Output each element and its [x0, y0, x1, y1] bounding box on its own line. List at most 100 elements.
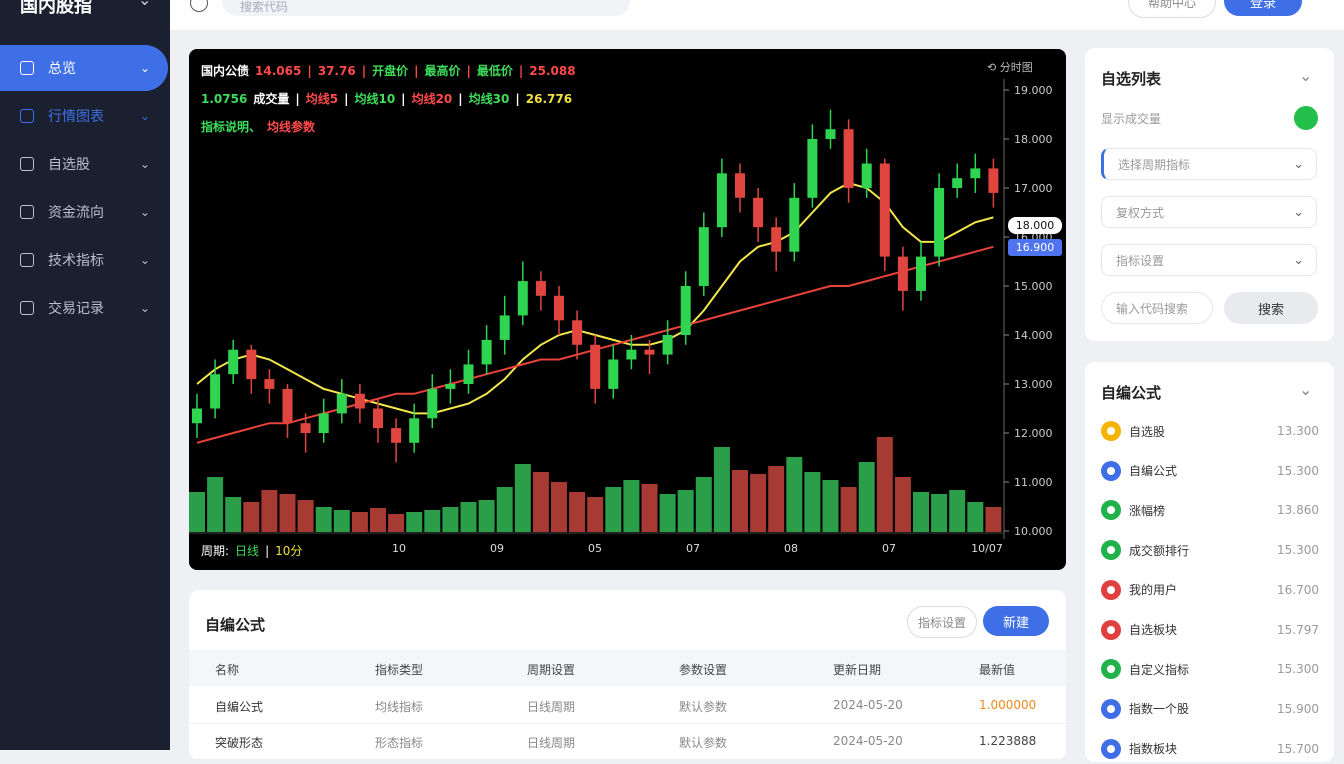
list-item[interactable]: 自选板块 15.797 — [1101, 615, 1319, 645]
nav-label: 交易记录 — [48, 301, 104, 317]
placeholder: 输入代码搜索 — [1116, 301, 1189, 316]
legend-text: | — [458, 92, 462, 106]
item-value: 13.860 — [1277, 503, 1319, 518]
y-tick-label: 19.000 — [1014, 84, 1053, 97]
volume-bar — [370, 508, 386, 532]
table-cell: 2024-05-20 — [833, 734, 903, 748]
item-icon — [1101, 460, 1121, 481]
select-label: 复权方式 — [1116, 205, 1165, 220]
table-cell: 1.223888 — [979, 734, 1037, 748]
search-input[interactable]: 输入代码搜索 — [1101, 292, 1213, 324]
watch-panel: 自选列表 ⌄ 显示成交量 选择周期指标 ⌄ 复权方式 ⌄ 指标设置 ⌄ 输入代码搜索 … — [1085, 48, 1334, 341]
table-cell: 1.000000 — [979, 698, 1037, 712]
icon-dot — [1107, 625, 1115, 634]
candle-body — [879, 163, 890, 257]
login-button[interactable]: 登录 — [1224, 0, 1302, 16]
help-button[interactable]: 帮助中心 — [1128, 0, 1216, 18]
candle-body — [698, 227, 709, 286]
select[interactable]: 指标设置 ⌄ — [1101, 244, 1317, 276]
icon-dot — [1107, 665, 1115, 674]
candle-body — [789, 197, 800, 252]
table-cell: 2024-05-20 — [833, 698, 903, 712]
chevron[interactable]: ⌄ — [138, 0, 151, 9]
candle-body — [988, 168, 999, 193]
x-tick-label: 10 — [392, 542, 406, 555]
candle-body — [354, 393, 365, 409]
item-icon — [1101, 619, 1121, 640]
list-item[interactable]: 自定义指标 15.300 — [1101, 654, 1319, 684]
nav-icon — [20, 301, 34, 315]
legend-text: | — [307, 64, 311, 78]
nav-item[interactable]: 自选股 ⌄ — [0, 141, 168, 187]
volume-bar — [894, 477, 911, 532]
icon-dot — [1107, 585, 1115, 594]
volume-bar — [967, 502, 984, 532]
legend-text: 26.776 — [526, 92, 572, 106]
volume-bar — [641, 484, 658, 532]
nav-icon — [20, 61, 34, 75]
chevron[interactable]: ⌄ — [1299, 380, 1313, 399]
candle-body — [735, 173, 745, 198]
select-label: 选择周期指标 — [1118, 157, 1191, 172]
list-item[interactable]: 自编公式 15.300 — [1101, 456, 1319, 486]
list-item[interactable]: 指数板块 15.700 — [1101, 734, 1319, 764]
icon-dot — [1107, 466, 1115, 475]
list-item[interactable]: 涨幅榜 13.860 — [1101, 495, 1319, 525]
nav-item[interactable]: 资金流向 ⌄ — [0, 189, 168, 235]
new-button[interactable]: 新建 — [983, 606, 1049, 636]
candle-body — [318, 413, 329, 433]
panel-title: 自编公式 — [1101, 384, 1162, 402]
candle-body — [517, 281, 528, 316]
panel-title: 自编公式 — [205, 616, 266, 634]
nav-icon — [20, 109, 34, 123]
toggle[interactable] — [1294, 106, 1318, 130]
list-item[interactable]: 指数一个股 15.900 — [1101, 694, 1319, 724]
legend-text: 成交量 — [253, 91, 289, 106]
icon-dot — [1107, 506, 1115, 515]
table-header-cell: 最新值 — [979, 663, 1016, 677]
list-item[interactable]: 我的用户 16.700 — [1101, 575, 1319, 605]
volume-bar — [985, 507, 1002, 532]
list-item[interactable]: 自选股 13.300 — [1101, 416, 1319, 446]
volume-bar — [786, 457, 803, 532]
select[interactable]: 选择周期指标 ⌄ — [1101, 148, 1317, 180]
candle-body — [807, 139, 818, 198]
search-button[interactable]: 搜索 — [1224, 292, 1318, 324]
volume-bar — [496, 487, 513, 532]
table-cell: 日线周期 — [527, 736, 576, 750]
select[interactable]: 复权方式 ⌄ — [1101, 196, 1317, 228]
legend-text: 开盘价 — [372, 63, 409, 78]
price-tag-bg — [1008, 239, 1062, 256]
globe-icon[interactable] — [190, 0, 208, 12]
list-item[interactable]: 成交额排行 15.300 — [1101, 535, 1319, 565]
candle-body — [228, 349, 239, 375]
candle-body — [192, 408, 202, 424]
price-tag: 16.900 — [1016, 241, 1055, 254]
table-cell: 均线指标 — [375, 700, 424, 714]
nav-icon — [20, 253, 34, 267]
search-box[interactable]: 搜索代码 — [222, 0, 630, 16]
candle-body — [373, 408, 383, 429]
candle-body — [391, 428, 402, 443]
chevron[interactable]: ⌄ — [1299, 66, 1313, 85]
volume-bar — [858, 462, 875, 532]
chevron: ⌄ — [139, 301, 150, 315]
nav-item[interactable]: 交易记录 ⌄ — [0, 285, 168, 331]
item-name: 自编公式 — [1129, 464, 1178, 479]
nav-item[interactable]: 总览 ⌄ — [0, 45, 168, 91]
settings-button[interactable]: 指标设置 — [907, 606, 977, 638]
legend-text: 均线20 — [412, 91, 453, 106]
nav-label: 技术指标 — [48, 253, 104, 269]
volume-bar — [424, 510, 441, 532]
volume-bar — [750, 474, 767, 532]
table-cell: 默认参数 — [679, 700, 728, 714]
candle-body — [427, 388, 438, 419]
volume-bar — [243, 502, 260, 532]
nav-label: 资金流向 — [48, 205, 104, 221]
nav-item[interactable]: 技术指标 ⌄ — [0, 237, 168, 283]
legend-text: | — [467, 64, 471, 78]
table-header-cell: 指标类型 — [375, 663, 424, 677]
nav-item[interactable]: 行情图表 ⌄ — [0, 93, 168, 139]
candle-body — [916, 256, 926, 291]
item-icon — [1101, 698, 1121, 719]
